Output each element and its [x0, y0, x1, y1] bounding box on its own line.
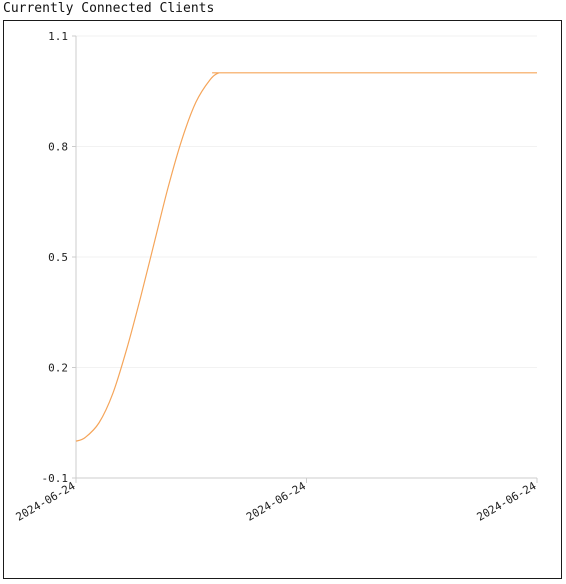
x-tick-label-0: 2024-06-24	[14, 479, 78, 524]
y-tick-label-4: -0.1	[42, 472, 69, 485]
chart-title: Currently Connected Clients	[3, 1, 215, 16]
series-line-0	[75, 72, 537, 442]
series	[75, 72, 537, 442]
grid-lines	[76, 35, 537, 479]
x-tick-label-1: 2024-06-24	[244, 479, 308, 524]
y-tick-label-3: 0.2	[48, 362, 68, 375]
y-tick-label-2: 0.5	[48, 251, 68, 264]
y-tick-label-1: 0.8	[48, 141, 68, 154]
x-tick-label-2: 2024-06-24	[475, 479, 539, 524]
y-tick-label-0: 1.1	[48, 30, 68, 43]
axes	[72, 35, 538, 483]
chart-frame	[3, 20, 562, 579]
